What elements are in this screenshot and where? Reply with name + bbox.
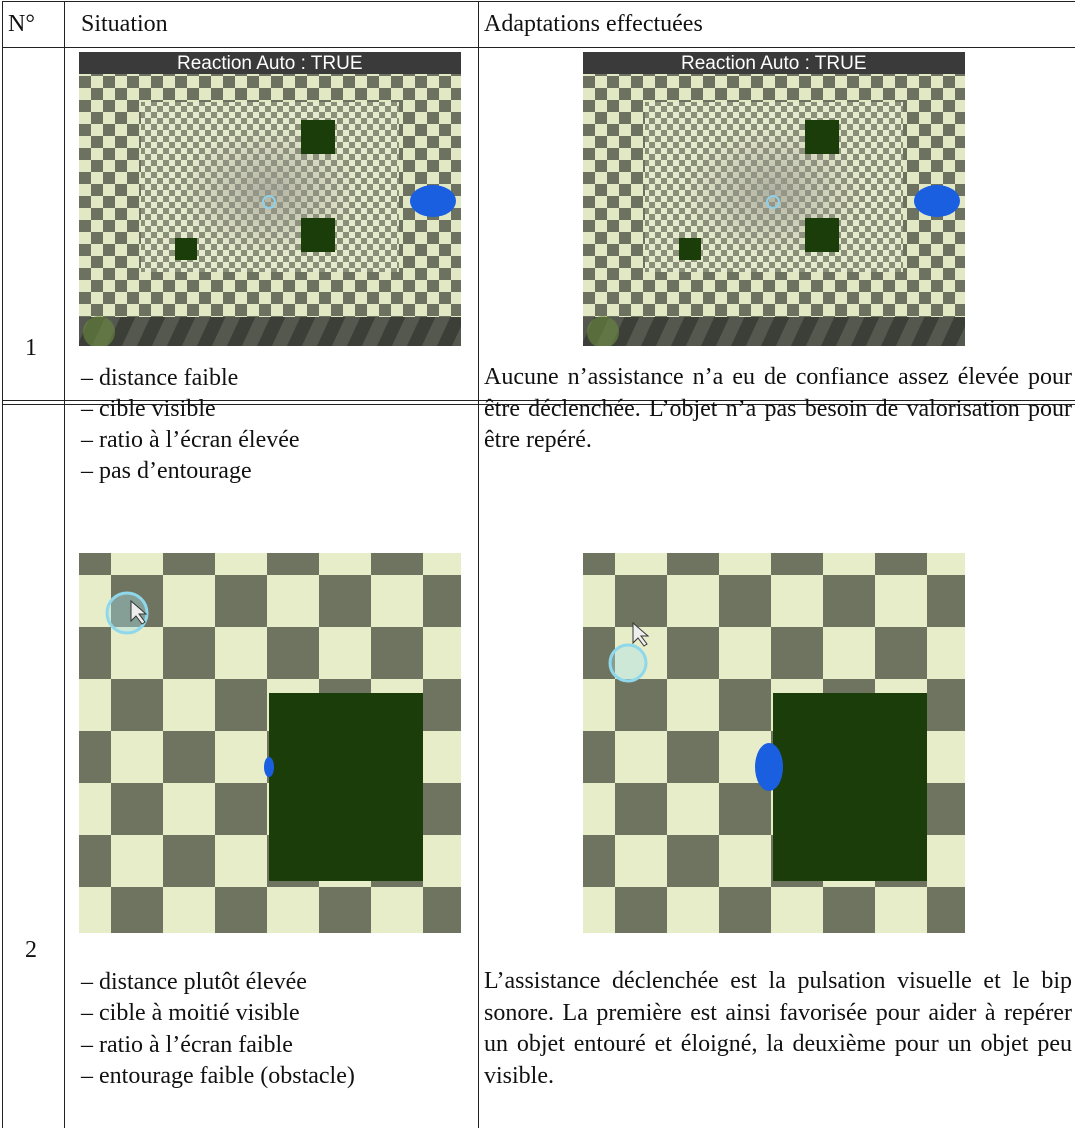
adaptation-text: L’assistance déclenchée est la pulsation… [484, 968, 1072, 1089]
obstacle [773, 693, 927, 881]
overlay-label: Reaction Auto : TRUE [681, 53, 867, 74]
header-cell: Adaptations effectuées [484, 11, 703, 37]
list-item: – cible visible [81, 396, 216, 422]
cursor [632, 621, 650, 647]
list-item: – entourage faible (obstacle) [81, 1063, 355, 1089]
header-cell: Situation [81, 11, 168, 37]
indicator [587, 316, 619, 346]
screenshot [79, 553, 461, 933]
cursor-ring [105, 591, 149, 635]
header-cell: N° [8, 11, 35, 37]
cursor [130, 599, 148, 625]
target [410, 185, 456, 217]
target [914, 185, 960, 217]
rule [2, 400, 1075, 401]
list-item: – distance plutôt élevée [81, 969, 307, 995]
row-number: 1 [25, 335, 37, 361]
rule [2, 1, 3, 1128]
obstacle [269, 693, 423, 881]
block [805, 120, 839, 154]
block [175, 238, 197, 260]
target [264, 757, 274, 777]
rule [64, 1, 65, 1128]
cursor [262, 195, 276, 209]
rule [2, 404, 1075, 405]
block [301, 218, 335, 252]
list-item: – ratio à l’écran faible [81, 1032, 293, 1058]
screenshot: Reaction Auto : TRUE [583, 52, 965, 346]
list-item: – distance faible [81, 365, 239, 391]
screenshot [583, 553, 965, 933]
floor [583, 317, 965, 346]
indicator [83, 316, 115, 346]
screenshot: Reaction Auto : TRUE [79, 52, 461, 346]
top-bar [79, 52, 461, 74]
list-item: – pas d’entourage [81, 458, 252, 484]
row-number: 2 [25, 937, 37, 963]
cursor-ring [608, 643, 648, 683]
overlay-label: Reaction Auto : TRUE [177, 53, 363, 74]
list-item: – cible à moitié visible [81, 1000, 300, 1026]
cursor [766, 195, 780, 209]
block [805, 218, 839, 252]
block [301, 120, 335, 154]
top-bar [583, 52, 965, 74]
list-item: – ratio à l’écran élevée [81, 427, 300, 453]
rule [2, 47, 1075, 48]
target [755, 743, 783, 791]
block [679, 238, 701, 260]
rule [478, 1, 479, 1128]
adaptation-text: Aucune n’assistance n’a eu de confiance … [484, 364, 1072, 453]
rule [2, 1, 1075, 2]
floor [79, 317, 461, 346]
